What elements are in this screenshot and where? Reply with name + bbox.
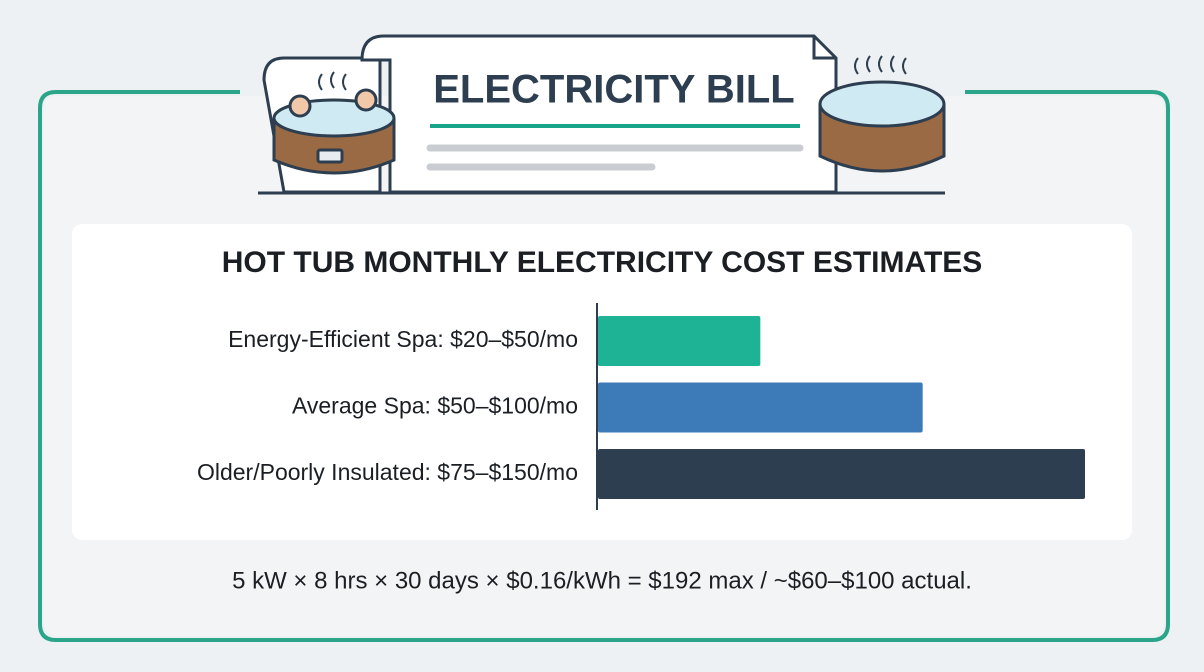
bar bbox=[598, 316, 761, 366]
category-label: Energy-Efficient Spa: $20–$50/mo bbox=[228, 326, 578, 352]
footnote: 5 kW × 8 hrs × 30 days × $0.16/kWh = $19… bbox=[232, 567, 972, 594]
category-label: Average Spa: $50–$100/mo bbox=[292, 393, 578, 419]
hot-tub-left bbox=[272, 71, 396, 175]
bill-title: ELECTRICITY BILL bbox=[433, 68, 794, 112]
bar bbox=[598, 382, 923, 433]
chart-title: HOT TUB MONTHLY ELECTRICITY COST ESTIMAT… bbox=[222, 246, 983, 279]
category-label: Older/Poorly Insulated: $75–$150/mo bbox=[197, 459, 578, 485]
hot-tub-right bbox=[818, 55, 946, 173]
bar bbox=[598, 449, 1085, 499]
frame bbox=[38, 90, 1170, 642]
